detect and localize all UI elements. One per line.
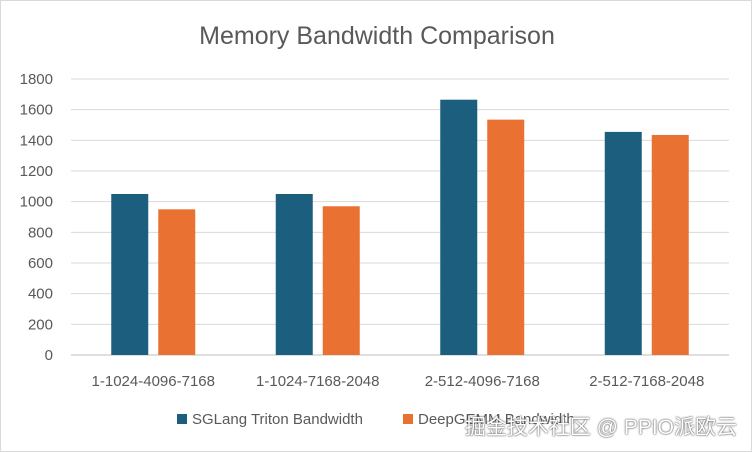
legend-swatch	[177, 414, 187, 424]
x-tick-label: 1-1024-7168-2048	[256, 373, 379, 390]
legend: SGLang Triton Bandwidth DeepGEMM Bandwidt…	[177, 411, 575, 428]
x-axis: 1-1024-4096-7168 1-1024-7168-2048 2-512-40…	[92, 373, 705, 390]
bar	[158, 209, 196, 355]
y-axis: 0 200 400 600 800 1000 1200 1400 1600 1800	[20, 71, 53, 364]
bar	[322, 206, 360, 355]
x-tick-label: 1-1024-4096-7168	[92, 373, 215, 390]
y-tick-label: 400	[28, 286, 53, 303]
y-tick-label: 1000	[20, 194, 53, 211]
legend-label: DeepGEMM Bandwidth	[418, 411, 575, 428]
chart-title: Memory Bandwidth Comparison	[199, 22, 555, 50]
y-tick-label: 1600	[20, 102, 53, 119]
y-tick-label: 1800	[20, 71, 53, 88]
y-tick-label: 800	[28, 224, 53, 241]
bars	[111, 99, 689, 355]
bar	[651, 134, 689, 355]
legend-swatch	[403, 414, 413, 424]
bar	[487, 119, 525, 355]
bar	[604, 131, 642, 355]
x-tick-label: 2-512-7168-2048	[589, 373, 704, 390]
legend-label: SGLang Triton Bandwidth	[192, 411, 363, 428]
y-tick-label: 0	[45, 347, 53, 364]
bar	[111, 194, 149, 355]
y-tick-label: 1200	[20, 163, 53, 180]
y-tick-label: 200	[28, 316, 53, 333]
y-tick-label: 600	[28, 255, 53, 272]
y-tick-label: 1400	[20, 132, 53, 149]
watermark-text: 掘金技术社区 @ PPIO派欧云	[464, 416, 737, 439]
bar	[275, 194, 313, 355]
bar	[440, 99, 478, 355]
x-tick-label: 2-512-4096-7168	[425, 373, 540, 390]
